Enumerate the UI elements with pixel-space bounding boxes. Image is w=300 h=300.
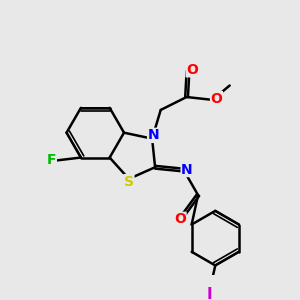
Text: N: N xyxy=(148,128,159,142)
Text: S: S xyxy=(124,175,134,189)
Text: O: O xyxy=(186,63,198,77)
Text: O: O xyxy=(211,92,223,106)
Text: O: O xyxy=(174,212,186,226)
Text: F: F xyxy=(47,153,56,167)
Text: N: N xyxy=(181,163,193,176)
Text: I: I xyxy=(207,286,213,300)
